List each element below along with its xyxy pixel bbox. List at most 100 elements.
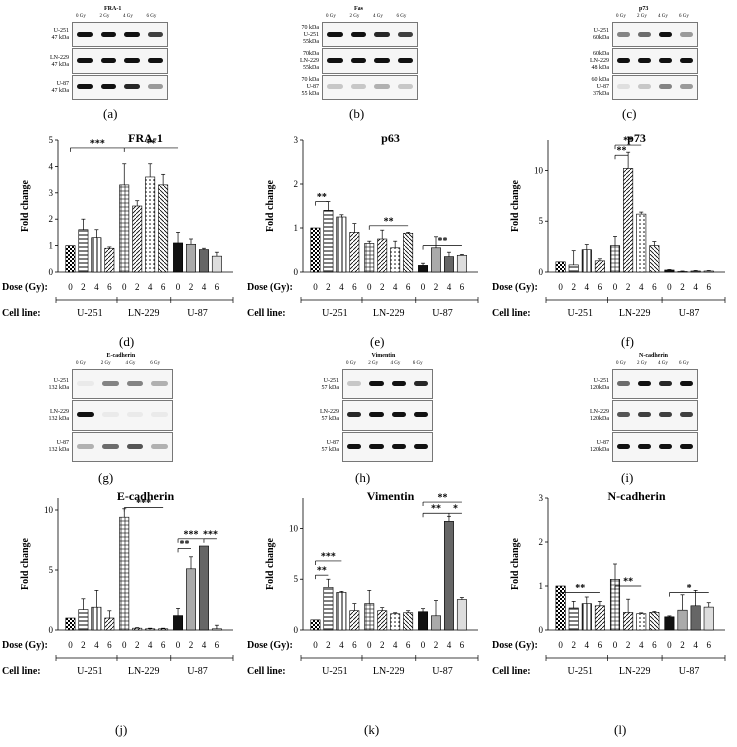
bar	[443, 521, 454, 631]
row-label: U-87 57 kDa	[321, 440, 340, 454]
cell-line-name: LN-229	[128, 308, 160, 319]
dose-tick-label: 6	[598, 640, 603, 650]
cell-line-name: LN-229	[373, 308, 405, 319]
chart-p63: p63 Fold change 0 1 2 3 0 2 4 6 0 2 4 6 0 2 4 6 ** ** ** Dose…	[245, 130, 490, 330]
bar	[377, 238, 388, 273]
blot-band	[101, 412, 119, 418]
bar	[91, 606, 102, 631]
bar	[456, 254, 467, 273]
dose-tick-label: 4	[585, 282, 590, 292]
blot-band	[126, 443, 144, 449]
dose-tick-label: 2	[81, 640, 86, 650]
y-tick-label: 0	[49, 267, 54, 277]
blot-band	[680, 57, 693, 63]
dose-tick-label: 0	[613, 640, 618, 650]
blot-band	[638, 84, 651, 90]
dose-tick-label: 0	[613, 282, 618, 292]
bar	[104, 247, 115, 273]
bar	[581, 603, 592, 631]
panel-label-l: (l)	[614, 722, 627, 737]
blot-band	[77, 31, 93, 37]
lane-label: 6 Gy	[146, 14, 157, 19]
bar	[198, 249, 209, 273]
chart-title: E-cadherin	[117, 489, 175, 503]
lane-label: 4 Gy	[123, 14, 133, 19]
dose-tick-label: 2	[135, 282, 140, 292]
blot-band	[147, 84, 163, 90]
dose-tick-label: 6	[706, 282, 711, 292]
dose-tick-label: 2	[81, 282, 86, 292]
blot-strip	[612, 74, 698, 100]
lane-label: 6 Gy	[150, 361, 161, 366]
blot-band	[374, 84, 390, 90]
blot-band	[638, 412, 651, 418]
cell-line-label: Cell line:	[2, 308, 41, 319]
bar	[310, 619, 321, 631]
dose-tick-label: 6	[406, 282, 411, 292]
bar	[609, 579, 621, 631]
significance-label: ***	[90, 138, 105, 149]
bar	[323, 210, 334, 273]
significance-label: **	[623, 577, 633, 588]
blot-band	[327, 31, 343, 37]
bar	[403, 612, 414, 631]
bar	[119, 184, 130, 273]
lane-label: 0 Gy	[326, 14, 336, 19]
blot-band	[680, 381, 693, 387]
significance-label: **	[617, 146, 627, 157]
blot-band	[391, 412, 406, 418]
lane-label: 2 Gy	[368, 361, 379, 366]
dose-tick-label: 6	[406, 640, 411, 650]
blot-strip	[322, 22, 418, 48]
dose-tick-label: 4	[202, 640, 207, 650]
bar	[594, 605, 605, 631]
y-tick-label: 0	[539, 267, 544, 277]
significance-label: **	[431, 504, 441, 515]
y-tick-label: 0	[539, 625, 544, 635]
lane-label: 2 Gy	[637, 361, 647, 366]
y-axis-label: Fold change	[510, 537, 521, 590]
cell-line-label: Cell line:	[247, 308, 286, 319]
bar	[636, 213, 647, 273]
significance-label: ***	[136, 498, 151, 509]
blot-p73: p73 0 Gy 2 Gy 4 Gy 6 Gy U-251 60kDa 60kDa LN-2…	[560, 6, 700, 103]
bar	[677, 271, 688, 273]
blot-vimentin: Vimentin 0 Gy 2 Gy 4 Gy 6 Gy U-251 57 kDa LN-2…	[290, 353, 435, 465]
dose-tick-label: 0	[667, 282, 672, 292]
chart-title: N-cadherin	[608, 489, 666, 503]
row-label: U-251 120kDa	[590, 377, 609, 391]
bar	[568, 264, 579, 273]
cell-line-name: U-251	[567, 666, 593, 677]
bar	[568, 607, 579, 631]
blot-band	[397, 84, 413, 90]
blot-e-cadherin: E-cadherin 0 Gy 2 Gy 4 Gy 6 Gy U-251 132 kDa L…	[20, 353, 175, 465]
y-axis-label: Fold change	[265, 179, 276, 232]
significance-label: *	[453, 504, 458, 515]
blot-band	[617, 57, 630, 63]
lane-label: 6 Gy	[412, 361, 423, 366]
lane-label: 6 Gy	[396, 14, 407, 19]
dose-label: Dose (Gy):	[2, 282, 48, 293]
dose-tick-label: 6	[352, 640, 357, 650]
dose-tick-label: 2	[680, 282, 685, 292]
bar	[443, 256, 454, 273]
y-tick-label: 5	[49, 135, 54, 145]
lane-label: 0 Gy	[76, 14, 86, 19]
dose-tick-label: 4	[94, 640, 99, 650]
blot-strip	[612, 431, 698, 462]
blot-band	[101, 443, 119, 449]
cell-line-name: U-251	[77, 666, 103, 677]
blot-band	[617, 443, 630, 449]
significance-label: ***	[321, 551, 336, 562]
bar	[119, 516, 130, 631]
bar	[158, 628, 169, 631]
blot-band	[413, 412, 428, 418]
dose-tick-label: 6	[352, 282, 357, 292]
dose-tick-label: 4	[202, 282, 207, 292]
dose-tick-label: 6	[107, 282, 112, 292]
dose-tick-label: 4	[148, 282, 153, 292]
lane-label: 2 Gy	[100, 361, 111, 366]
chart-fra1: FRA-1 Fold change 0 1 2 3 4 5 0 2 4 6 0 2 4 6 0 2 4 6 *** ** D…	[0, 130, 245, 330]
